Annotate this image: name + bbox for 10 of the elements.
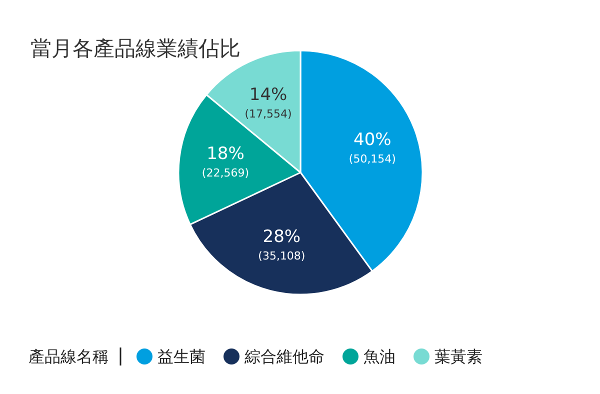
legend-title: 產品線名稱 [28, 347, 108, 366]
legend-label: 葉黃素 [434, 347, 482, 366]
chart-title: 當月各產品線業績佔比 [30, 36, 240, 60]
data-label: 40% (50,154) [348, 130, 396, 166]
legend-label: 益生菌 [158, 347, 206, 366]
data-label: 18% (22,569) [202, 144, 249, 180]
data-label: 28% (35,108) [258, 226, 306, 262]
data-label: 14% (17,554) [244, 85, 292, 121]
legend-label: 魚油 [364, 347, 396, 366]
legend-label: 綜合維他命 [244, 347, 324, 366]
